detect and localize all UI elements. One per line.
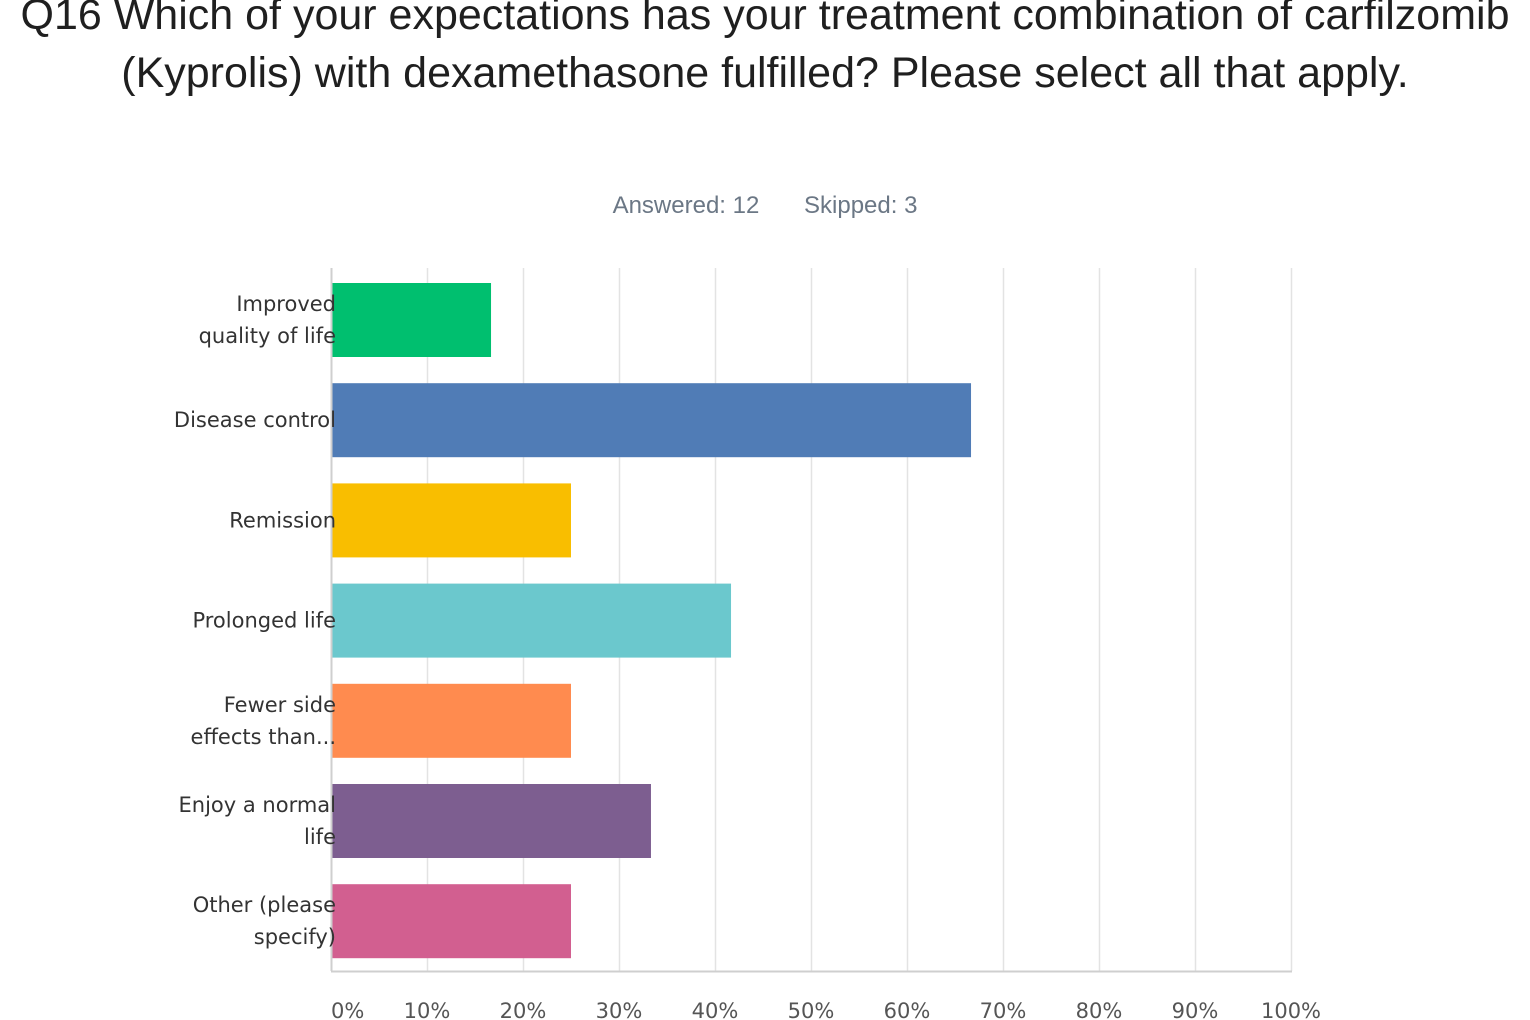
category-label: Remission (229, 508, 336, 532)
category-label: Fewer side (224, 693, 336, 717)
tick-label: 80% (1076, 999, 1123, 1020)
bar (331, 483, 571, 558)
category-label: life (304, 825, 336, 849)
tick-label: 90% (1172, 999, 1219, 1020)
category-label: Other (please (193, 893, 336, 917)
bar (331, 683, 571, 758)
question-title: Q16 Which of your expectations has your … (20, 0, 1510, 97)
tick-label: 10% (404, 999, 451, 1020)
tick-label: 0% (331, 999, 364, 1020)
category-label: quality of life (199, 324, 336, 348)
tick-label: 100% (1261, 999, 1321, 1020)
bar (331, 583, 732, 658)
response-stats: Answered: 12 Skipped: 3 (0, 192, 1530, 220)
bar (331, 283, 492, 357)
skipped-count: Skipped: 3 (804, 192, 918, 219)
category-label: Prolonged life (192, 609, 336, 633)
category-label: Enjoy a normal (179, 793, 337, 817)
tick-label: 30% (596, 999, 643, 1020)
tick-label: 60% (884, 999, 931, 1020)
category-label: Disease control (174, 408, 336, 432)
bar (331, 884, 571, 959)
tick-label: 70% (980, 999, 1027, 1020)
bar (331, 784, 651, 858)
tick-label: 40% (692, 999, 739, 1020)
tick-label: 20% (500, 999, 547, 1020)
tick-label: 50% (788, 999, 835, 1020)
bar (331, 383, 972, 458)
category-label: effects than... (191, 725, 336, 749)
category-label: specify) (254, 925, 336, 949)
answered-count: Answered: 12 (612, 192, 760, 219)
category-label: Improved (236, 292, 336, 316)
